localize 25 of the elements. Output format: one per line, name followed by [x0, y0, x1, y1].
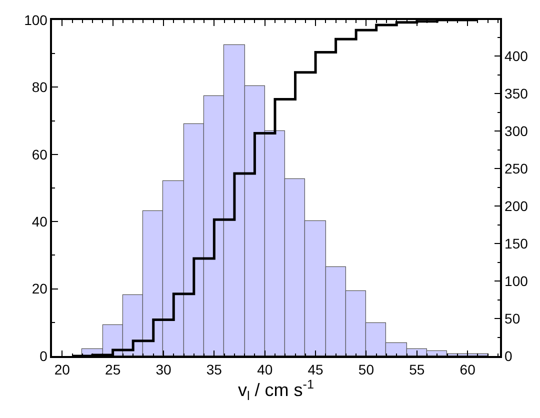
y2-tick-label: 100: [504, 272, 528, 289]
x-tick-label: 35: [206, 362, 222, 378]
y2-tick-label: 350: [504, 85, 528, 102]
y2-tick-label: 150: [504, 235, 528, 252]
y-tick-label: 0: [40, 348, 48, 364]
y-tick-label: 60: [32, 146, 48, 162]
x-tick-label: 45: [308, 362, 324, 378]
x-tick-label: 30: [156, 362, 172, 378]
y2-tick-label: 200: [504, 198, 528, 214]
x-axis-title: v$_{l}$ / cm s$^{-1}$: [238, 378, 314, 403]
x-tick-label: 60: [460, 362, 476, 378]
y-tick-label: 20: [32, 280, 48, 297]
x-tick-label: 25: [105, 362, 121, 378]
y-tick-label: 100: [24, 12, 48, 28]
y-tick-label: 80: [32, 79, 48, 96]
x-tick-label: 50: [358, 362, 374, 378]
y2-tick-label: 300: [504, 122, 528, 139]
y2-tick-label: 50: [504, 310, 520, 326]
y2-tick-label: 400: [504, 48, 528, 64]
y-tick-label: 40: [32, 214, 48, 230]
x-tick-label: 40: [257, 362, 273, 378]
x-tick-label: 55: [409, 362, 425, 378]
y2-tick-label: 250: [504, 160, 528, 176]
y2-tick-label: 0: [504, 348, 513, 364]
x-tick-label: 20: [54, 362, 70, 378]
